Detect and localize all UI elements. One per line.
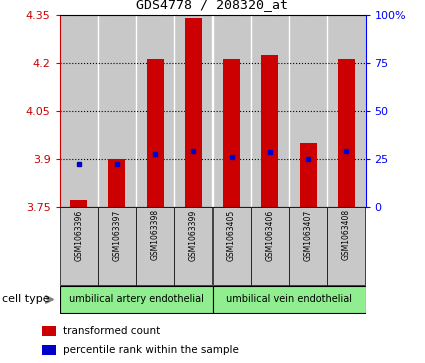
Bar bbox=[147, 60, 164, 207]
Bar bbox=[261, 54, 278, 207]
Text: GSM1063408: GSM1063408 bbox=[342, 209, 351, 260]
Bar bbox=[289, 15, 327, 207]
Text: GSM1063407: GSM1063407 bbox=[303, 209, 313, 261]
Bar bbox=[42, 326, 56, 337]
Bar bbox=[42, 345, 56, 355]
Text: GSM1063399: GSM1063399 bbox=[189, 209, 198, 261]
Bar bbox=[98, 207, 136, 285]
Bar bbox=[251, 15, 289, 207]
Bar bbox=[327, 15, 366, 207]
Bar bbox=[300, 143, 317, 207]
Text: GSM1063397: GSM1063397 bbox=[112, 209, 122, 261]
Title: GDS4778 / 208320_at: GDS4778 / 208320_at bbox=[136, 0, 289, 11]
Text: umbilical artery endothelial: umbilical artery endothelial bbox=[68, 294, 204, 305]
Bar bbox=[60, 286, 212, 313]
Text: transformed count: transformed count bbox=[62, 326, 160, 337]
Bar bbox=[174, 207, 212, 285]
Text: percentile rank within the sample: percentile rank within the sample bbox=[62, 345, 238, 355]
Bar bbox=[212, 286, 366, 313]
Bar bbox=[338, 60, 355, 207]
Bar bbox=[136, 207, 174, 285]
Text: umbilical vein endothelial: umbilical vein endothelial bbox=[226, 294, 352, 305]
Bar bbox=[136, 15, 174, 207]
Bar bbox=[185, 18, 202, 207]
Bar bbox=[223, 60, 240, 207]
Bar bbox=[60, 207, 98, 285]
Bar bbox=[289, 207, 327, 285]
Bar bbox=[60, 15, 98, 207]
Text: GSM1063398: GSM1063398 bbox=[150, 209, 160, 260]
Bar bbox=[212, 15, 251, 207]
Bar bbox=[98, 15, 136, 207]
Bar bbox=[174, 15, 212, 207]
Text: cell type: cell type bbox=[2, 294, 50, 305]
Bar bbox=[70, 200, 87, 207]
Text: GSM1063396: GSM1063396 bbox=[74, 209, 83, 261]
Bar bbox=[212, 207, 251, 285]
Text: GSM1063406: GSM1063406 bbox=[265, 209, 275, 261]
Bar bbox=[251, 207, 289, 285]
Bar bbox=[108, 159, 125, 207]
Text: GSM1063405: GSM1063405 bbox=[227, 209, 236, 261]
Bar bbox=[327, 207, 366, 285]
